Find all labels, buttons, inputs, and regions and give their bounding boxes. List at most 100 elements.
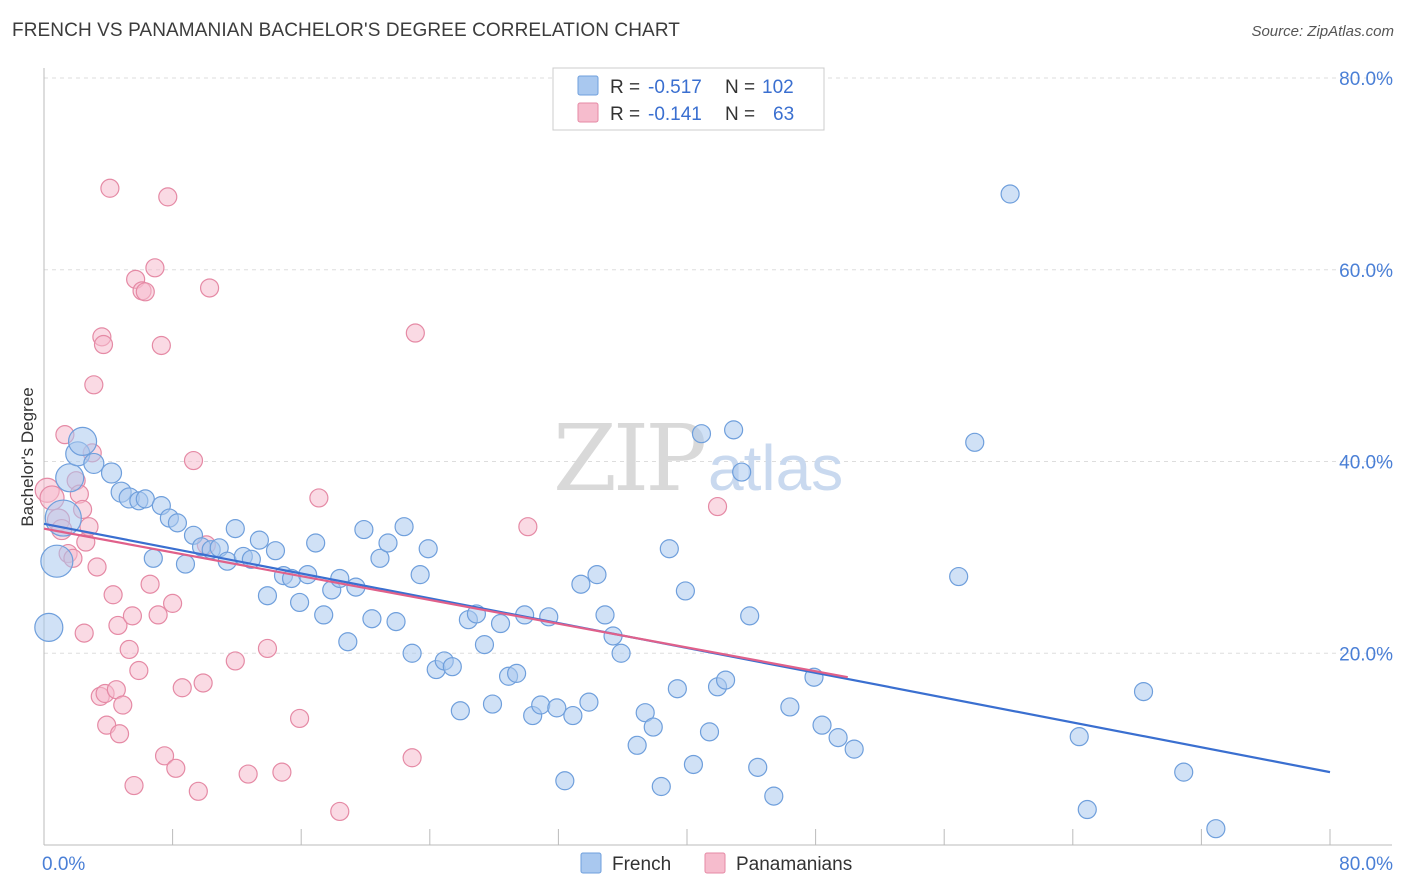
panamanians-point <box>151 335 171 356</box>
panamanians-point <box>518 517 538 537</box>
panamanians-point <box>330 801 350 822</box>
chart-title: FRENCH VS PANAMANIAN BACHELOR'S DEGREE C… <box>12 20 681 41</box>
legend-swatch-panamanians <box>577 102 599 123</box>
panamanians-point <box>109 724 130 744</box>
panamanians-point <box>405 323 425 343</box>
french-point <box>34 612 64 642</box>
panamanians-point <box>188 781 208 801</box>
correlation-legend: R = -0.517 N = 102 R = -0.141 N = 63 <box>552 67 825 131</box>
panamanians-point <box>84 375 104 395</box>
legend-n-value-french: 102 <box>762 77 794 98</box>
french-point <box>683 754 704 775</box>
panamanians-point <box>119 639 139 660</box>
y-tick-label-2: 60.0% <box>1339 261 1393 282</box>
french-point <box>265 541 286 561</box>
french-point <box>306 533 326 553</box>
panamanians-point <box>309 488 329 508</box>
french-point <box>1077 799 1097 820</box>
french-point <box>386 612 406 632</box>
panamanians-point <box>129 660 149 681</box>
panamanians-point <box>402 748 422 768</box>
panamanians-point <box>113 695 133 715</box>
french-point <box>402 643 422 663</box>
legend-r-value-panamanians: -0.141 <box>648 104 702 125</box>
legend-n-label-panamanians: N = <box>725 104 755 125</box>
french-point <box>659 539 679 559</box>
y-tick-label-0: 20.0% <box>1339 644 1393 665</box>
french-point <box>67 426 98 456</box>
french-point <box>651 776 671 797</box>
french-point <box>1133 681 1154 702</box>
french-point <box>338 632 358 652</box>
legend-n-value-panamanians: 63 <box>773 104 794 125</box>
panamanians-point <box>140 574 160 594</box>
bottom-legend-french: French <box>612 854 671 875</box>
y-axis-label: Bachelor's Degree <box>18 387 37 526</box>
french-point <box>442 657 462 677</box>
french-point <box>780 697 800 717</box>
french-point <box>225 519 245 539</box>
bottom-legend-swatch-panamanians <box>704 852 726 874</box>
french-point <box>370 548 390 568</box>
french-point <box>314 605 334 625</box>
french-point <box>1206 819 1226 839</box>
panamanians-point <box>87 557 107 577</box>
french-point <box>40 544 74 578</box>
x-tick-label-1: 80.0% <box>1339 854 1393 875</box>
french-point <box>627 735 647 755</box>
french-point <box>257 586 278 606</box>
french-point <box>289 592 310 613</box>
french-point <box>354 519 374 540</box>
watermark: ZIP atlas <box>553 405 843 512</box>
french-point <box>691 424 712 444</box>
french-point <box>764 786 784 806</box>
x-tick-labels: 0.0% 80.0% <box>42 854 1393 875</box>
french-point <box>83 452 105 475</box>
french-point <box>675 581 695 601</box>
french-point <box>611 643 631 663</box>
y-tick-label-3: 80.0% <box>1339 69 1393 90</box>
watermark-atlas: atlas <box>708 432 843 504</box>
french-point <box>571 574 591 594</box>
french-point <box>249 530 270 550</box>
french-point <box>579 692 599 712</box>
bottom-legend-panamanians: Panamanians <box>736 854 852 875</box>
panamanians-point <box>124 775 144 796</box>
legend-r-value-french: -0.517 <box>648 77 702 98</box>
french-point <box>490 613 511 634</box>
series-legend: French Panamanians <box>580 852 852 875</box>
panamanians-point <box>122 606 143 626</box>
french-point <box>949 566 969 587</box>
french-point <box>410 565 430 585</box>
french-point <box>563 705 583 726</box>
panamanians-point <box>148 605 168 625</box>
x-tick-label-0: 0.0% <box>42 854 85 875</box>
french-point <box>362 609 382 629</box>
french-point <box>1000 184 1020 204</box>
panamanians-point <box>199 278 220 298</box>
panamanians-point <box>108 615 128 636</box>
french-points <box>34 184 1226 839</box>
panamanians-point <box>145 258 165 278</box>
bottom-legend-swatch-french <box>580 852 602 874</box>
french-point <box>828 728 848 748</box>
panamanians-point <box>238 764 258 784</box>
french-point <box>635 703 655 723</box>
french-point <box>482 694 503 714</box>
french-point <box>175 554 196 574</box>
french-point <box>100 462 123 484</box>
french-point <box>507 663 527 683</box>
french-point <box>844 739 864 759</box>
panamanians-point <box>707 496 728 517</box>
panamanians-point <box>100 178 120 198</box>
french-point <box>55 463 85 493</box>
french-point <box>732 462 752 482</box>
french-point <box>555 771 575 791</box>
french-point <box>167 513 188 533</box>
french-point <box>715 670 736 690</box>
legend-swatch-french <box>577 75 599 96</box>
panamanians-point <box>172 678 192 698</box>
french-point <box>699 722 720 742</box>
french-point <box>1174 762 1194 782</box>
